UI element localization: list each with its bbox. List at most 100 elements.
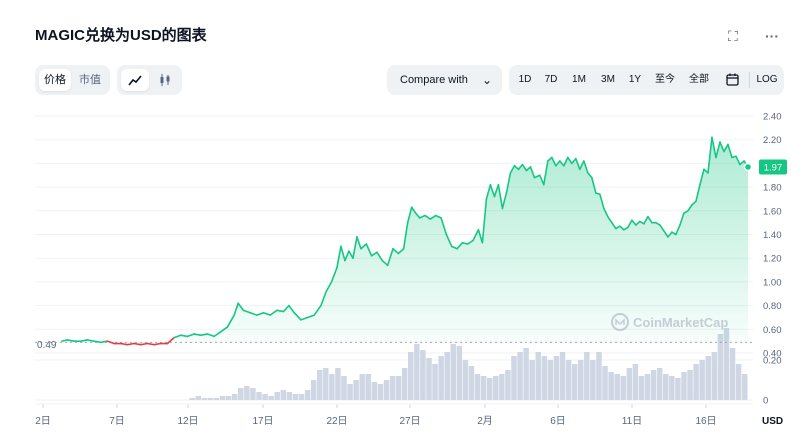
range-7d[interactable]: 7D xyxy=(544,74,558,85)
price-line-segment xyxy=(336,245,342,269)
volume-bar xyxy=(444,352,450,400)
volume-bar xyxy=(486,378,493,400)
volume-bar xyxy=(341,376,347,400)
tab-market-cap[interactable]: 市值 xyxy=(79,74,101,86)
price-line-segment xyxy=(106,340,115,345)
price-line-segment xyxy=(485,183,492,200)
price-line-segment xyxy=(675,224,681,236)
volume-bar xyxy=(729,348,736,400)
price-line-segment xyxy=(402,221,409,250)
chevron-down-icon: ⌄ xyxy=(481,73,492,87)
price-line-segment xyxy=(699,168,705,186)
log-scale-toggle[interactable]: LOG xyxy=(756,74,778,85)
volume-bar xyxy=(231,394,238,400)
price-line-segment xyxy=(611,221,617,230)
y-tick-label: 1.80 xyxy=(763,183,782,194)
price-line-segment xyxy=(370,251,378,257)
chart-type-tabs xyxy=(117,65,182,95)
volume-bar xyxy=(602,366,608,400)
price-line-segment xyxy=(269,309,278,316)
price-line-segment xyxy=(603,207,609,218)
volume-bar xyxy=(323,368,329,400)
range-1d[interactable]: 1D xyxy=(518,74,532,85)
volume-bar xyxy=(244,386,250,400)
volume-bar xyxy=(675,378,681,400)
volume-bar xyxy=(456,346,463,400)
volume-bar xyxy=(298,394,305,400)
volume-bar xyxy=(353,380,359,400)
volume-bar xyxy=(219,396,226,400)
volume-bars xyxy=(189,328,748,400)
price-line-segment xyxy=(293,311,302,321)
price-line-segment xyxy=(547,156,553,162)
watermark: CoinMarketCap xyxy=(611,313,728,331)
price-line-segment xyxy=(579,160,585,171)
volume-bar xyxy=(663,374,669,400)
price-line-segment xyxy=(481,198,488,244)
volume-bar xyxy=(401,368,408,400)
price-line-segment xyxy=(166,336,175,345)
price-line-segment xyxy=(233,302,239,316)
range-tabs: 1D 7D 1M 3M 1Y 至今 全部 LOG xyxy=(509,65,784,95)
price-line-segment xyxy=(591,176,597,194)
price-line-segment xyxy=(711,136,717,159)
price-line-segment xyxy=(513,164,520,171)
price-line-segment xyxy=(381,259,389,267)
volume-bar xyxy=(304,390,311,400)
volume-bar xyxy=(268,396,274,400)
range-1m[interactable]: 1M xyxy=(572,74,586,85)
range-all[interactable]: 全部 xyxy=(689,74,709,85)
volume-bar xyxy=(584,352,590,400)
more-horizontal-icon[interactable]: ··· xyxy=(765,28,779,44)
price-line-segment xyxy=(635,220,641,226)
price-line-segment xyxy=(493,183,500,198)
watermark-text: CoinMarketCap xyxy=(633,315,728,330)
price-line-segment xyxy=(575,157,581,171)
line-chart-button[interactable] xyxy=(121,69,149,91)
y-tick-label: 2.40 xyxy=(763,112,782,123)
volume-bar xyxy=(450,344,457,400)
tab-price[interactable]: 价格 xyxy=(39,69,71,91)
price-line-segment xyxy=(489,183,496,198)
x-tick-label: 17日 xyxy=(252,416,273,427)
volume-bar xyxy=(626,368,633,400)
price-line-segment xyxy=(173,334,182,339)
range-ytd[interactable]: 至今 xyxy=(655,74,675,85)
volume-bar xyxy=(735,364,742,400)
volume-bar xyxy=(553,356,560,400)
metric-tabs: 价格 市值 xyxy=(35,65,110,95)
x-axis: 2日 7日 12日 17日 22日 27日 2月 6日 11日 16日 xyxy=(35,403,753,427)
price-line-segment xyxy=(687,204,693,212)
calendar-button[interactable] xyxy=(721,69,743,91)
volume-bar xyxy=(499,374,505,400)
range-1y[interactable]: 1Y xyxy=(628,74,642,85)
price-line-segment xyxy=(723,143,729,153)
volume-bar xyxy=(414,344,420,400)
volume-bar xyxy=(395,376,402,400)
price-line-segment xyxy=(119,342,129,346)
price-line-segment xyxy=(242,309,251,314)
volume-bar xyxy=(286,392,293,400)
price-line-segment xyxy=(220,326,229,333)
candlestick-button[interactable] xyxy=(151,69,178,91)
y-tick-label: 1.40 xyxy=(763,230,782,241)
volume-bar xyxy=(480,376,487,400)
price-line-segment xyxy=(461,241,469,245)
price-line-segment xyxy=(450,245,458,250)
y-tick-label: 0.80 xyxy=(763,301,782,312)
x-tick-label: 12日 xyxy=(177,416,198,427)
price-line-segment xyxy=(306,314,316,319)
expand-icon[interactable]: ⛶ xyxy=(728,28,738,44)
range-divider xyxy=(749,72,750,88)
volume-bar xyxy=(383,380,390,400)
x-tick-label: 2日 xyxy=(35,416,51,427)
volume-bar xyxy=(559,352,566,400)
volume-bar xyxy=(541,356,548,400)
volume-bar xyxy=(195,396,202,400)
range-3m[interactable]: 3M xyxy=(601,74,615,85)
x-tick-label: 11日 xyxy=(622,416,642,427)
volume-bar xyxy=(213,398,220,400)
current-price-dot xyxy=(743,162,753,172)
compare-dropdown[interactable]: Compare with ⌄ xyxy=(387,65,502,95)
